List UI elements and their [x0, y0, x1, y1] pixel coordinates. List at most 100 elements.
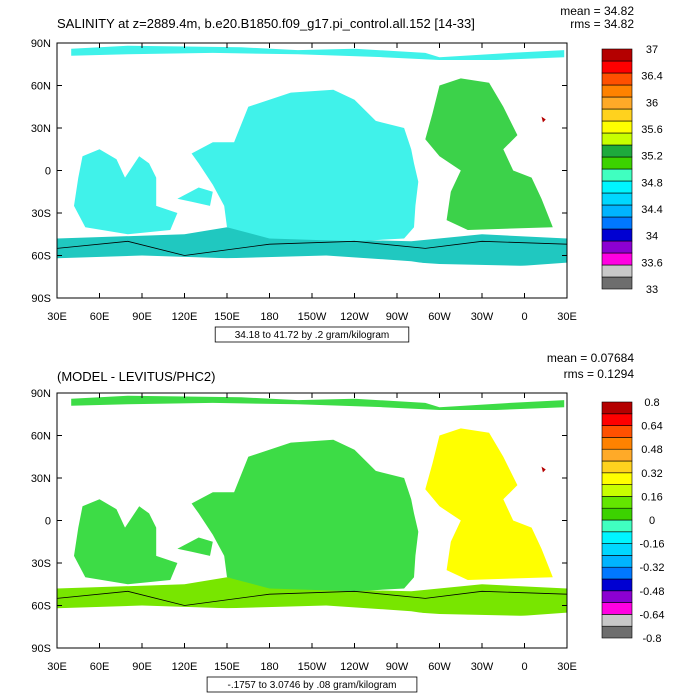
range-label: 34.18 to 41.72 by .2 gram/kilogram — [235, 330, 390, 341]
colorbar-swatch — [601, 156, 633, 170]
colorbar-swatch — [601, 48, 633, 62]
x-tick-label: 30E — [47, 311, 67, 323]
colorbar-swatch — [601, 625, 633, 639]
mean-stat: mean = 34.82 — [560, 4, 634, 18]
ocean-region-arctic — [71, 395, 565, 410]
colorbar-swatch — [601, 590, 633, 603]
x-tick-label: 60W — [428, 311, 451, 323]
colorbar-label: 35.2 — [641, 151, 662, 163]
y-tick-label: 60N — [31, 431, 51, 443]
x-tick-label: 120W — [340, 661, 369, 673]
x-tick-label: 30E — [47, 661, 67, 673]
x-tick-label: 90E — [132, 661, 152, 673]
chart-panel-2: 30E 60E 90E 120E 150E 180 150W 120W 90W 60W 30W 0 30… — [31, 351, 665, 693]
colorbar-swatch — [601, 240, 633, 254]
colorbar-label: 0.16 — [641, 491, 662, 503]
red-sea-patch — [541, 466, 546, 473]
y-tick-label: 30S — [31, 558, 51, 570]
colorbar-swatch — [601, 614, 633, 627]
ocean-region-pacific — [191, 89, 419, 242]
colorbar-swatch — [601, 460, 633, 474]
x-tick-label: 60E — [90, 311, 110, 323]
range-label-box — [214, 326, 410, 343]
chart-panel-1: 30E 60E 90E 120E 150E 180 150W 120W 90W 60W 30W 0 30… — [31, 4, 663, 343]
x-tick-label: 60W — [428, 661, 451, 673]
colorbar-label: 0 — [649, 515, 655, 527]
y-tick-label: 90S — [31, 293, 51, 305]
colorbar-swatch — [601, 120, 633, 134]
x-tick-label: 150E — [214, 311, 240, 323]
colorbar-swatch — [601, 252, 633, 266]
ocean-region-indian — [74, 499, 178, 585]
ocean-region-indo_w — [177, 187, 213, 206]
colorbar-swatch — [601, 496, 633, 509]
colorbar-swatch — [601, 72, 633, 86]
ocean-region-pacific — [191, 439, 419, 592]
colorbar-swatch — [601, 264, 633, 278]
colorbar-swatch — [601, 472, 633, 485]
colorbar-swatch — [601, 96, 633, 110]
colorbar-label: 0.64 — [641, 421, 662, 433]
chart-title: SALINITY at z=2889.4m, b.e20.B1850.f09_g… — [57, 16, 475, 31]
y-tick-label: 90N — [31, 38, 51, 50]
colorbar-swatch — [601, 204, 633, 218]
antarctica-land — [57, 255, 567, 298]
colorbar-label: -0.48 — [639, 586, 664, 598]
red-sea-patch — [541, 116, 546, 123]
colorbar-swatch — [601, 413, 633, 426]
y-tick-label: 60S — [31, 251, 51, 263]
x-tick-label: 0 — [521, 661, 527, 673]
colorbar-swatch — [601, 602, 633, 615]
colorbar-swatch — [601, 228, 633, 242]
x-tick-label: 90W — [386, 661, 409, 673]
ocean-region-atlantic — [425, 428, 553, 580]
x-tick-label: 120E — [172, 311, 198, 323]
ocean-region-indian — [74, 149, 178, 235]
colorbar-swatch — [601, 437, 633, 450]
colorbar-label: 0.48 — [641, 444, 662, 456]
ocean-region-atlantic — [425, 78, 553, 231]
ocean-region-indo_w — [177, 537, 213, 556]
x-tick-label: 180 — [260, 661, 278, 673]
x-tick-label: 90W — [386, 311, 409, 323]
colorbar-label: 33.6 — [641, 257, 662, 269]
x-tick-label: 30E — [557, 311, 577, 323]
x-tick-label: 150W — [298, 311, 327, 323]
x-tick-label: 30W — [471, 311, 494, 323]
ocean-region-arctic — [71, 45, 565, 60]
colorbar-swatch — [601, 144, 633, 158]
y-tick-label: 60S — [31, 601, 51, 613]
colorbar-swatch — [601, 276, 633, 290]
colorbar-label: -0.64 — [639, 609, 664, 621]
colorbar-label: -0.8 — [643, 633, 662, 645]
x-tick-label: 180 — [260, 311, 278, 323]
mean-stat: mean = 0.07684 — [547, 351, 634, 365]
colorbar-swatch — [601, 507, 633, 521]
colorbar-label: 35.6 — [641, 124, 662, 136]
colorbar-swatch — [601, 448, 633, 462]
y-tick-label: 30N — [31, 123, 51, 135]
y-tick-label: 30N — [31, 473, 51, 485]
colorbar-swatch — [601, 578, 633, 592]
colorbar-swatch — [601, 531, 633, 544]
colorbar-swatch — [601, 180, 633, 194]
colorbar-label: 0.32 — [641, 468, 662, 480]
y-tick-label: 30S — [31, 208, 51, 220]
colorbar-swatch — [601, 519, 633, 533]
colorbar-swatch — [601, 543, 633, 556]
colorbar-swatch — [601, 555, 633, 568]
colorbar-label: -0.32 — [639, 562, 664, 574]
x-tick-label: 150W — [298, 661, 327, 673]
antarctica-land — [57, 605, 567, 648]
colorbar-swatch — [601, 84, 633, 98]
colorbar-swatch — [601, 132, 633, 146]
colorbar-swatch — [601, 192, 633, 206]
contour-line — [56, 240, 568, 256]
y-tick-label: 90N — [31, 388, 51, 400]
x-tick-label: 150E — [214, 661, 240, 673]
x-tick-label: 30E — [557, 661, 577, 673]
colorbar-label: 0.8 — [644, 397, 659, 409]
x-tick-label: 120E — [172, 661, 198, 673]
colorbar-label: 34.4 — [641, 204, 662, 216]
